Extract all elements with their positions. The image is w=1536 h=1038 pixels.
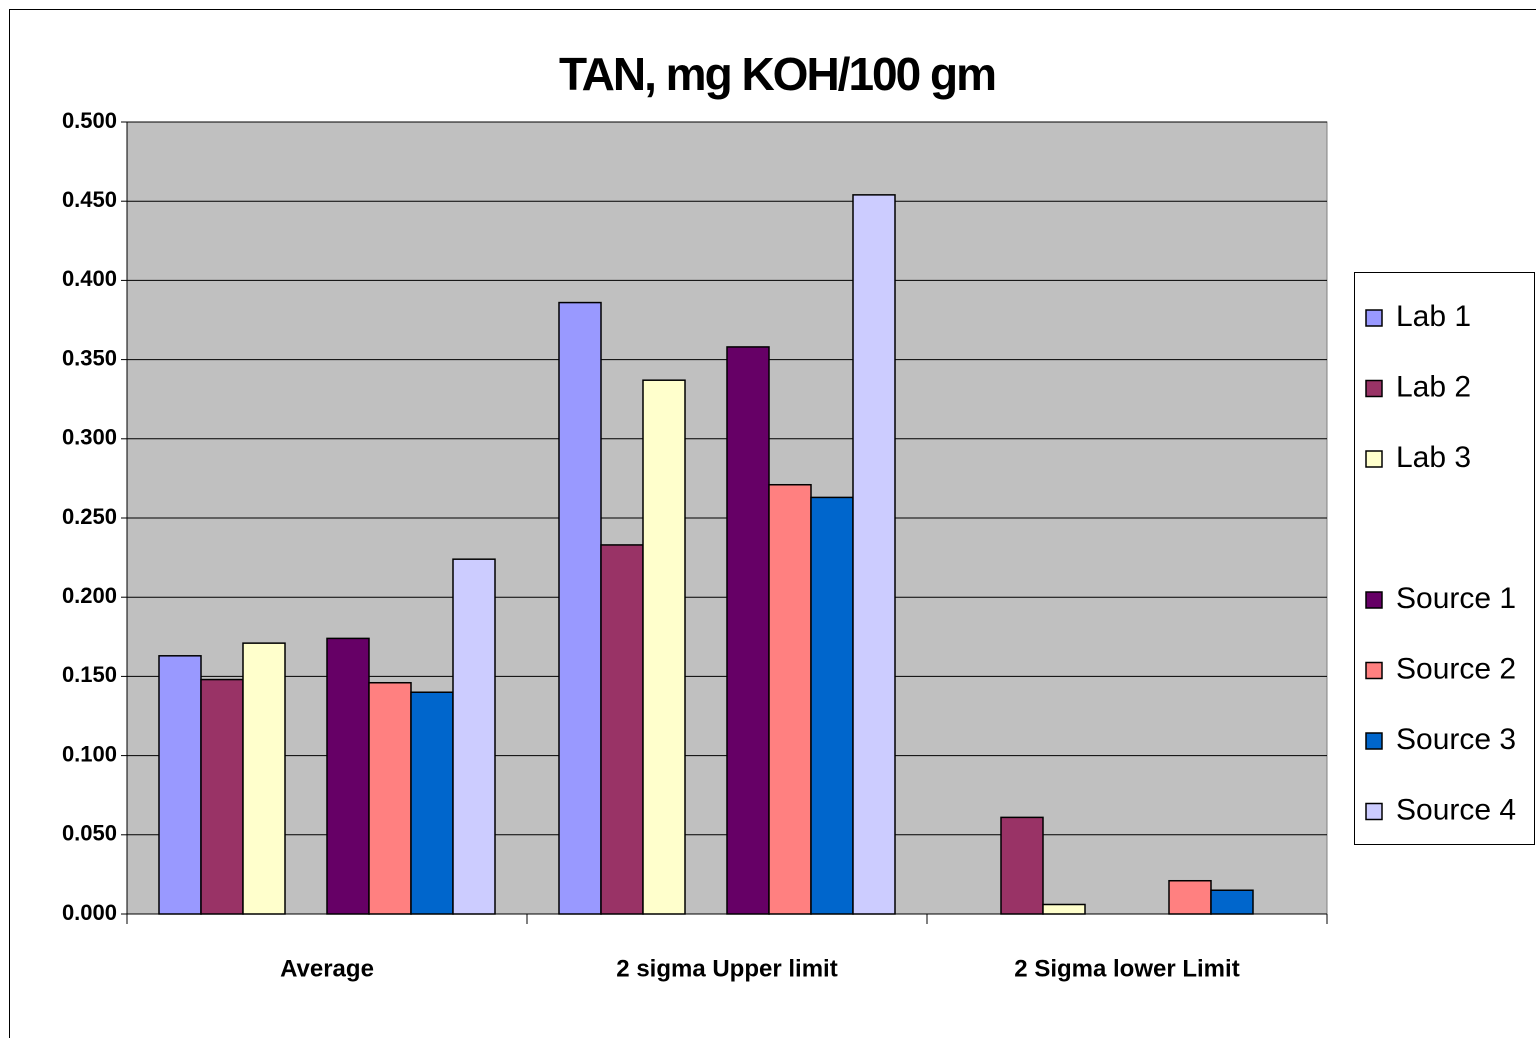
bar xyxy=(558,301,602,915)
y-tick-label: 0.450 xyxy=(62,187,117,212)
legend-swatch xyxy=(1365,450,1383,468)
y-tick-label: 0.250 xyxy=(62,504,117,529)
legend-label: Lab 1 xyxy=(1396,300,1471,333)
legend-swatch xyxy=(1365,591,1383,609)
x-tick-label: 2 sigma Upper limit xyxy=(616,955,837,982)
bar xyxy=(368,681,412,915)
y-tick-label: 0.400 xyxy=(62,266,117,291)
legend-swatch xyxy=(1365,802,1383,821)
legend-label: Source 3 xyxy=(1396,723,1516,756)
legend-swatch xyxy=(1365,309,1383,327)
bar xyxy=(158,655,202,915)
bar xyxy=(1210,889,1254,915)
legend-label: Lab 3 xyxy=(1396,441,1471,474)
y-tick-label: 0.150 xyxy=(62,662,117,687)
bar xyxy=(242,642,286,915)
bar xyxy=(726,346,770,915)
bar xyxy=(452,558,496,915)
bar xyxy=(810,496,854,915)
bar xyxy=(852,194,896,915)
legend-swatch xyxy=(1365,379,1383,398)
y-tick-label: 0.200 xyxy=(62,583,117,608)
bar xyxy=(1042,903,1086,915)
legend-label: Source 4 xyxy=(1396,793,1516,826)
legend-swatch xyxy=(1365,732,1383,750)
bar xyxy=(1000,816,1044,915)
legend-swatch xyxy=(1365,661,1383,680)
x-tick-label: Average xyxy=(280,955,374,982)
bar xyxy=(326,637,370,915)
chart-title: TAN, mg KOH/100 gm xyxy=(559,48,995,100)
y-tick-label: 0.050 xyxy=(62,821,117,846)
bar xyxy=(200,678,244,915)
bar xyxy=(1168,879,1212,915)
legend-label: Lab 2 xyxy=(1396,370,1471,403)
y-tick-label: 0.100 xyxy=(62,741,117,766)
y-tick-label: 0.500 xyxy=(62,108,117,133)
legend-box xyxy=(1354,272,1535,845)
x-tick-label: 2 Sigma lower Limit xyxy=(1014,955,1239,982)
bar xyxy=(410,691,454,915)
legend-label: Source 2 xyxy=(1396,652,1516,685)
bar xyxy=(768,483,812,915)
y-tick-label: 0.000 xyxy=(62,900,117,925)
bar xyxy=(642,379,686,915)
y-tick-label: 0.350 xyxy=(62,345,117,370)
legend-label: Source 1 xyxy=(1396,582,1516,615)
bar xyxy=(600,544,644,915)
y-tick-label: 0.300 xyxy=(62,425,117,450)
